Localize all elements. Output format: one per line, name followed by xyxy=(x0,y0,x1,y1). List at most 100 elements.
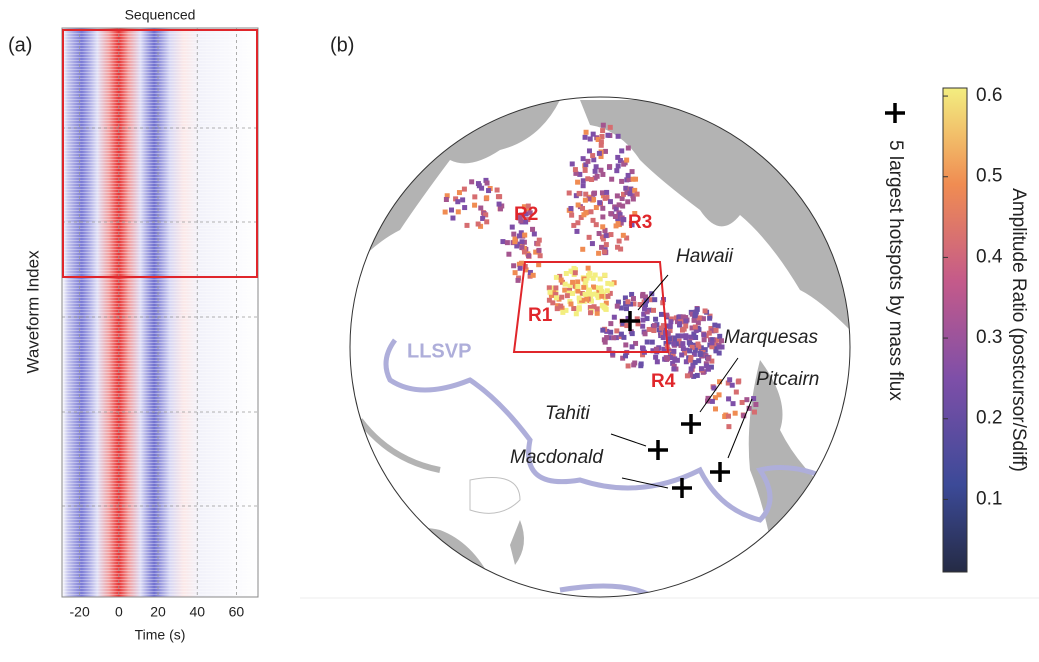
anomaly-cell xyxy=(591,191,597,197)
anomaly-cell xyxy=(696,344,702,350)
anomaly-cell xyxy=(679,333,685,339)
anomaly-cell xyxy=(483,177,489,183)
anomaly-cell xyxy=(555,303,561,309)
anomaly-cell xyxy=(709,358,715,364)
anomaly-cell xyxy=(671,366,677,372)
anomaly-cell xyxy=(600,205,606,211)
anomaly-cell xyxy=(702,308,708,314)
anomaly-cell xyxy=(530,272,536,278)
anomaly-cell xyxy=(578,214,584,220)
anomaly-cell xyxy=(577,171,583,177)
panel-title: Sequenced xyxy=(125,7,196,23)
anomaly-cell xyxy=(576,306,582,312)
anomaly-cell xyxy=(709,328,715,334)
anomaly-cell xyxy=(554,306,560,312)
anomaly-cell xyxy=(602,195,608,201)
anomaly-cell xyxy=(673,315,679,321)
y-label: Waveform Index xyxy=(23,250,42,374)
x-tick-label: 0 xyxy=(115,604,123,620)
anomaly-cell xyxy=(607,199,613,205)
anomaly-cell xyxy=(684,373,690,379)
anomaly-cell xyxy=(583,191,589,197)
anomaly-cell xyxy=(597,276,603,282)
anomaly-cell xyxy=(683,318,689,324)
anomaly-cell xyxy=(605,293,611,299)
hotspot-label: Macdonald xyxy=(510,447,604,468)
anomaly-cell xyxy=(614,328,620,334)
anomaly-cell xyxy=(671,337,677,343)
anomaly-cell xyxy=(575,220,581,226)
anomaly-cell xyxy=(443,196,449,202)
anomaly-cell xyxy=(462,205,468,211)
anomaly-cell xyxy=(569,161,575,167)
anomaly-cell xyxy=(566,290,572,296)
anomaly-cell xyxy=(523,219,529,225)
anomaly-cell xyxy=(680,346,686,352)
anomaly-cell xyxy=(536,262,542,268)
anomaly-cell xyxy=(598,167,604,173)
anomaly-cell xyxy=(442,209,448,215)
anomaly-cell xyxy=(629,344,635,350)
anomaly-cell xyxy=(616,202,622,208)
anomaly-cell xyxy=(640,345,646,351)
anomaly-cell xyxy=(701,332,707,338)
anomaly-cell xyxy=(590,153,596,159)
anomaly-cell xyxy=(709,344,715,350)
colorbar-tick-label: 0.2 xyxy=(976,408,1002,429)
anomaly-cell xyxy=(587,136,593,142)
anomaly-cell xyxy=(553,274,559,280)
anomaly-cell xyxy=(693,328,699,334)
legend-label: 5 largest hotspots by mass flux xyxy=(885,140,906,401)
anomaly-cell xyxy=(712,341,718,347)
anomaly-cell xyxy=(632,187,638,193)
anomaly-cell xyxy=(717,379,723,385)
anomaly-cell xyxy=(666,339,672,345)
legend-marker xyxy=(885,103,905,123)
anomaly-cell xyxy=(624,323,630,329)
anomaly-cell xyxy=(707,315,713,321)
anomaly-cell xyxy=(629,291,635,297)
anomaly-cell xyxy=(588,209,594,215)
anomaly-cell xyxy=(591,157,597,163)
anomaly-cell xyxy=(622,295,628,301)
anomaly-cell xyxy=(600,122,606,128)
anomaly-cell xyxy=(584,296,590,302)
anomaly-cell xyxy=(617,158,623,164)
anomaly-cell xyxy=(644,309,650,315)
anomaly-cell xyxy=(679,352,685,358)
anomaly-cell xyxy=(589,177,595,183)
anomaly-cell xyxy=(572,270,578,276)
anomaly-cell xyxy=(560,309,566,315)
anomaly-cell xyxy=(650,348,656,354)
anomaly-cell xyxy=(663,340,669,346)
anomaly-cell xyxy=(517,265,523,271)
anomaly-cell xyxy=(670,360,676,366)
anomaly-cell xyxy=(615,299,621,305)
anomaly-cell xyxy=(677,321,683,327)
panel-label: (a) xyxy=(8,34,32,56)
anomaly-cell xyxy=(475,221,481,227)
anomaly-cell xyxy=(591,197,597,203)
anomaly-cell xyxy=(631,301,637,307)
anomaly-cell xyxy=(596,231,602,237)
anomaly-cell xyxy=(623,353,629,359)
anomaly-cell xyxy=(562,287,568,293)
anomaly-cell xyxy=(682,350,688,356)
anomaly-cell xyxy=(688,334,694,340)
anomaly-cell xyxy=(594,306,600,312)
anomaly-cell xyxy=(563,271,569,277)
anomaly-cell xyxy=(719,344,725,350)
anomaly-cell xyxy=(536,247,542,253)
anomaly-cell xyxy=(575,279,581,285)
anomaly-cell xyxy=(694,306,700,312)
anomaly-cell xyxy=(653,354,659,360)
anomaly-cell xyxy=(586,234,592,240)
anomaly-cell xyxy=(499,203,505,209)
anomaly-cell xyxy=(547,289,553,295)
anomaly-cell xyxy=(642,306,648,312)
anomaly-cell xyxy=(594,310,600,316)
anomaly-cell xyxy=(618,305,624,311)
anomaly-cell xyxy=(739,399,745,405)
anomaly-cell xyxy=(511,263,517,269)
